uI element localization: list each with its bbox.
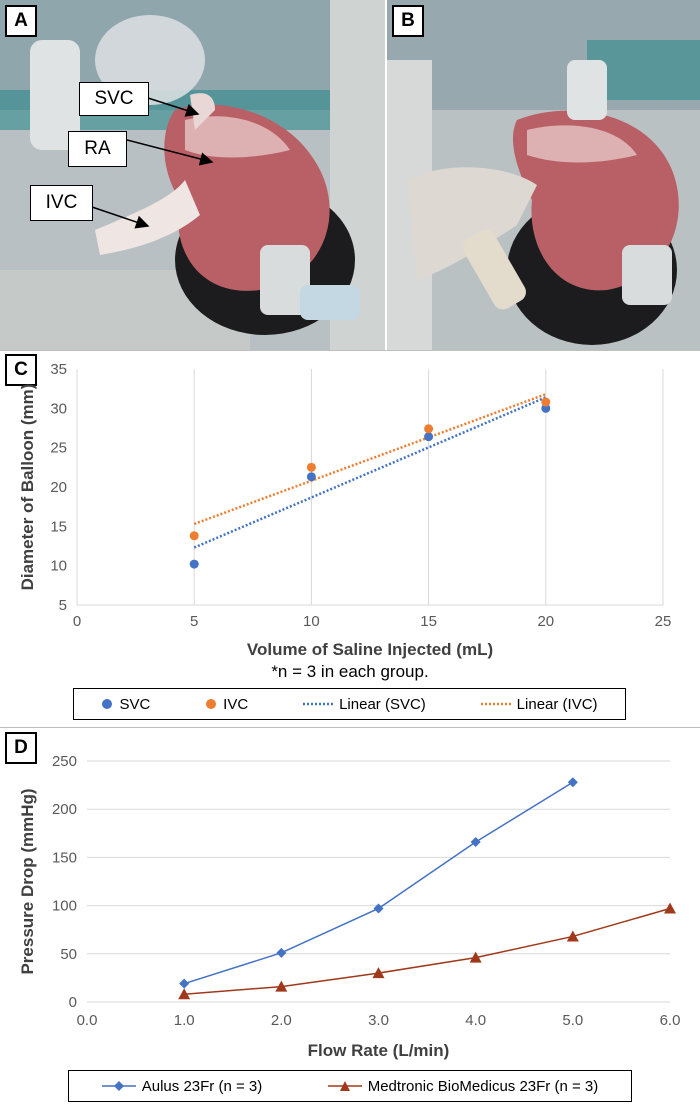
y-tick-label: 250 — [52, 753, 77, 770]
legend-item-medtronic: Medtronic BioMedicus 23Fr (n = 3) — [327, 1077, 599, 1095]
y-tick-label: 0 — [69, 994, 77, 1011]
legend-item-ivc: IVC — [205, 696, 248, 713]
point-medtronic-0 — [178, 988, 191, 1000]
x-tick-label: 6.0 — [660, 1012, 681, 1029]
x-tick-label: 10 — [303, 613, 320, 630]
x-tick-label: 20 — [537, 613, 554, 630]
x-tick-label: 0.0 — [77, 1012, 98, 1029]
legend-marker-aulus — [101, 1081, 136, 1091]
point-svc-3 — [541, 403, 551, 413]
y-tick-label: 25 — [50, 440, 67, 457]
trendline-svc — [193, 396, 547, 549]
point-svc-0 — [189, 559, 199, 569]
trendline-ivc — [193, 393, 547, 526]
legend-label-linear-ivc: Linear (IVC) — [516, 695, 598, 713]
point-ivc-3 — [541, 397, 551, 407]
chart-c-legend: SVC IVC Linear (SVC) Linear (IVC) — [73, 688, 626, 720]
legend-label-linear-svc: Linear (SVC) — [339, 695, 426, 713]
chart-d-plot: 0 50 100 150 200 250 0.0 1.0 2.0 3.0 4.0 5.0 6.0 Flow… — [18, 753, 681, 1060]
panel-label-b: B — [392, 5, 424, 37]
legend-item-linear-svc: Linear (SVC) — [303, 696, 426, 713]
x-axis-title: Volume of Saline Injected (mL) — [247, 640, 493, 659]
panel-label-a: A — [5, 5, 37, 37]
legend-item-svc: SVC — [101, 696, 150, 713]
x-tick-label: 0 — [73, 613, 81, 630]
x-tick-label: 3.0 — [368, 1012, 389, 1029]
point-ivc-2 — [424, 424, 434, 434]
point-aulus-4 — [567, 777, 578, 788]
point-ivc-0 — [189, 531, 199, 541]
chart-d-panel: D 0 50 100 150 200 250 0.0 1.0 2.0 3.0 4.0 5.0 6.0 Fl… — [0, 730, 700, 1111]
photo-panels: A B SVC RA IVC — [0, 0, 700, 350]
ra-callout: RA — [68, 131, 127, 167]
y-tick-label: 150 — [52, 849, 77, 866]
y-tick-label: 30 — [50, 400, 67, 417]
photo-a-arrows — [91, 97, 214, 229]
legend-marker-medtronic — [327, 1081, 362, 1091]
legend-marker-ivc — [206, 699, 217, 709]
panel-label-c: C — [5, 354, 37, 386]
y-axis-title: Pressure Drop (mmHg) — [18, 788, 37, 974]
point-aulus-1 — [276, 947, 287, 958]
point-medtronic-3 — [469, 951, 482, 963]
legend-label-aulus: Aulus 23Fr (n = 3) — [141, 1077, 263, 1095]
series-line-medtronic — [184, 907, 671, 996]
point-aulus-2 — [373, 903, 384, 914]
chart-d-legend: Aulus 23Fr (n = 3) Medtronic BioMedicus … — [68, 1070, 632, 1102]
y-tick-label: 100 — [52, 898, 77, 915]
point-aulus-0 — [179, 978, 190, 989]
y-tick-label: 50 — [60, 946, 77, 963]
legend-item-aulus: Aulus 23Fr (n = 3) — [101, 1077, 263, 1095]
x-tick-label: 2.0 — [271, 1012, 292, 1029]
point-medtronic-2 — [372, 967, 385, 979]
legend-label-medtronic: Medtronic BioMedicus 23Fr (n = 3) — [367, 1077, 599, 1095]
point-svc-1 — [306, 472, 316, 482]
x-tick-label: 4.0 — [465, 1012, 486, 1029]
y-tick-label: 200 — [52, 801, 77, 818]
y-tick-label: 35 — [50, 361, 67, 378]
legend-line-linear-ivc — [480, 702, 511, 706]
x-tick-label: 5.0 — [562, 1012, 583, 1029]
y-tick-label: 5 — [59, 597, 67, 614]
point-medtronic-4 — [566, 930, 579, 942]
point-medtronic-1 — [275, 980, 288, 992]
x-axis-title: Flow Rate (L/min) — [308, 1041, 450, 1060]
legend-line-linear-svc — [303, 702, 334, 706]
point-medtronic-5 — [664, 902, 676, 914]
point-ivc-1 — [306, 462, 316, 472]
y-tick-label: 10 — [50, 558, 67, 575]
svc-callout: SVC — [79, 82, 149, 116]
x-tick-label: 25 — [655, 613, 672, 630]
photo-b-image — [387, 0, 700, 350]
panel-label-d: D — [5, 732, 37, 764]
chart-c-panel: C 0 5 10 15 20 25 5 10 15 20 25 30 35 Volume of Salin… — [0, 350, 700, 728]
ra-arrow — [126, 139, 214, 166]
ivc-callout: IVC — [30, 185, 93, 221]
y-tick-label: 20 — [50, 479, 67, 496]
chart-c-note: *n = 3 in each group. — [271, 662, 429, 681]
legend-marker-svc — [102, 699, 113, 709]
photo-b — [387, 0, 700, 350]
legend-label-ivc: IVC — [223, 695, 249, 713]
point-aulus-3 — [470, 836, 481, 847]
svc-arrow — [147, 97, 200, 117]
x-tick-label: 1.0 — [174, 1012, 195, 1029]
y-tick-label: 15 — [50, 518, 67, 535]
point-svc-2 — [424, 432, 434, 442]
y-axis-title: Diameter of Balloon (mm) — [18, 384, 37, 591]
ivc-arrow — [91, 206, 150, 229]
legend-label-svc: SVC — [119, 695, 151, 713]
x-tick-label: 5 — [190, 613, 198, 630]
x-tick-label: 15 — [420, 613, 437, 630]
legend-item-linear-ivc: Linear (IVC) — [480, 695, 598, 713]
